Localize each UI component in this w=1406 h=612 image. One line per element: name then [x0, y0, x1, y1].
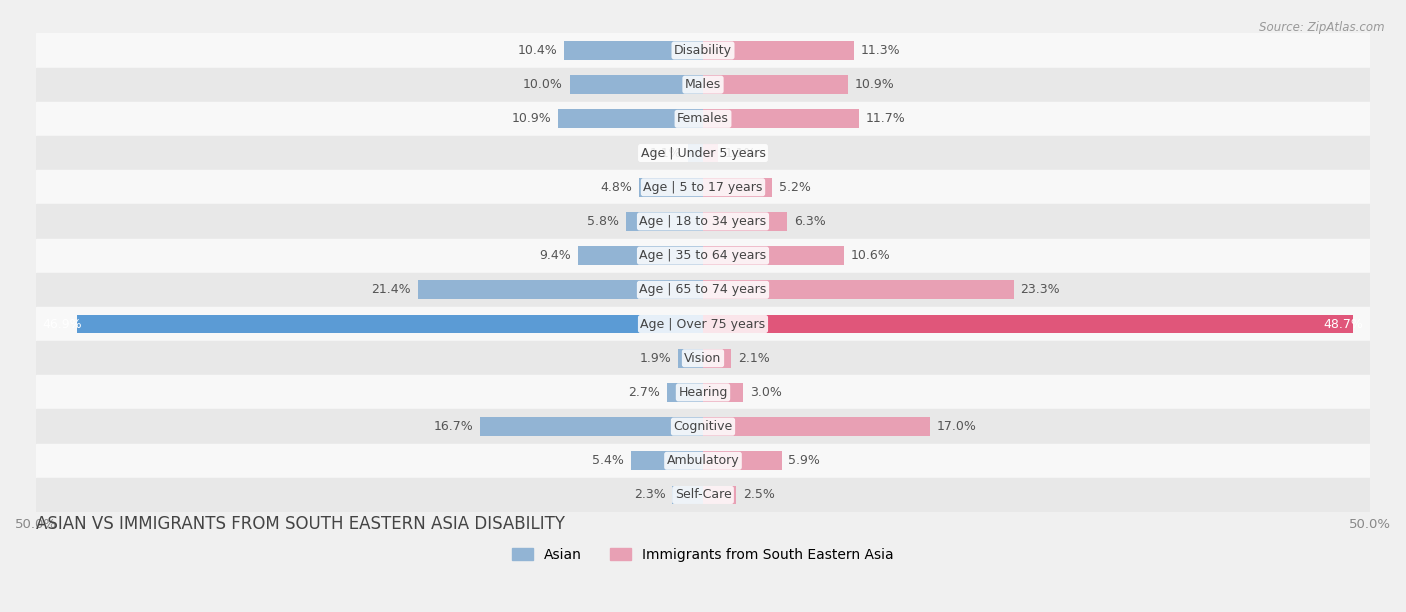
Bar — [703, 110, 859, 129]
Text: 4.8%: 4.8% — [600, 181, 633, 194]
Bar — [689, 144, 703, 162]
Text: 9.4%: 9.4% — [538, 249, 571, 262]
Text: 3.0%: 3.0% — [749, 386, 782, 399]
Text: 10.4%: 10.4% — [517, 44, 558, 57]
Bar — [37, 34, 1369, 67]
Text: 10.9%: 10.9% — [855, 78, 894, 91]
Text: Females: Females — [678, 113, 728, 125]
Text: 5.4%: 5.4% — [592, 454, 624, 468]
Text: ASIAN VS IMMIGRANTS FROM SOUTH EASTERN ASIA DISABILITY: ASIAN VS IMMIGRANTS FROM SOUTH EASTERN A… — [37, 515, 565, 532]
Bar — [578, 246, 703, 265]
Bar — [703, 383, 742, 402]
Bar — [77, 315, 703, 334]
Text: Cognitive: Cognitive — [673, 420, 733, 433]
Bar — [703, 349, 731, 368]
Legend: Asian, Immigrants from South Eastern Asia: Asian, Immigrants from South Eastern Asi… — [506, 542, 900, 567]
Text: 10.0%: 10.0% — [523, 78, 562, 91]
Text: 46.9%: 46.9% — [42, 318, 83, 330]
Text: Disability: Disability — [673, 44, 733, 57]
Text: 17.0%: 17.0% — [936, 420, 976, 433]
Text: 11.7%: 11.7% — [866, 113, 905, 125]
Bar — [703, 41, 853, 60]
Bar — [481, 417, 703, 436]
Text: 21.4%: 21.4% — [371, 283, 411, 296]
Text: 5.8%: 5.8% — [586, 215, 619, 228]
Bar — [666, 383, 703, 402]
Bar — [37, 307, 1369, 341]
Text: 10.9%: 10.9% — [512, 113, 551, 125]
Bar — [631, 452, 703, 470]
Bar — [558, 110, 703, 129]
Text: 1.9%: 1.9% — [640, 352, 671, 365]
Text: 1.1%: 1.1% — [724, 146, 756, 160]
Bar — [37, 444, 1369, 478]
Bar — [703, 75, 848, 94]
Text: 5.2%: 5.2% — [779, 181, 811, 194]
Text: Age | 65 to 74 years: Age | 65 to 74 years — [640, 283, 766, 296]
Text: 6.3%: 6.3% — [794, 215, 825, 228]
Text: 2.1%: 2.1% — [738, 352, 769, 365]
Bar — [672, 485, 703, 504]
Text: 2.5%: 2.5% — [742, 488, 775, 501]
Bar — [703, 315, 1353, 334]
Text: 10.6%: 10.6% — [851, 249, 891, 262]
Text: Self-Care: Self-Care — [675, 488, 731, 501]
Bar — [37, 341, 1369, 375]
Bar — [678, 349, 703, 368]
Bar — [564, 41, 703, 60]
Text: 23.3%: 23.3% — [1021, 283, 1060, 296]
Bar — [37, 375, 1369, 409]
Text: 48.7%: 48.7% — [1323, 318, 1364, 330]
Bar — [37, 409, 1369, 444]
Text: Hearing: Hearing — [678, 386, 728, 399]
Text: 5.9%: 5.9% — [789, 454, 820, 468]
Text: 11.3%: 11.3% — [860, 44, 900, 57]
Text: 2.7%: 2.7% — [628, 386, 661, 399]
Text: Age | 35 to 64 years: Age | 35 to 64 years — [640, 249, 766, 262]
Bar — [37, 204, 1369, 239]
Text: Source: ZipAtlas.com: Source: ZipAtlas.com — [1260, 21, 1385, 34]
Bar — [37, 478, 1369, 512]
Bar — [703, 485, 737, 504]
Text: Age | Over 75 years: Age | Over 75 years — [641, 318, 765, 330]
Bar — [37, 273, 1369, 307]
Text: Vision: Vision — [685, 352, 721, 365]
Bar — [37, 136, 1369, 170]
Text: Ambulatory: Ambulatory — [666, 454, 740, 468]
Text: Age | 5 to 17 years: Age | 5 to 17 years — [644, 181, 762, 194]
Bar — [703, 246, 845, 265]
Bar — [37, 239, 1369, 273]
Text: 1.1%: 1.1% — [650, 146, 682, 160]
Bar — [703, 280, 1014, 299]
Bar — [703, 212, 787, 231]
Bar — [418, 280, 703, 299]
Bar — [37, 170, 1369, 204]
Text: Age | 18 to 34 years: Age | 18 to 34 years — [640, 215, 766, 228]
Bar — [703, 178, 772, 196]
Bar — [37, 67, 1369, 102]
Bar — [703, 144, 717, 162]
Bar — [703, 417, 929, 436]
Bar — [703, 452, 782, 470]
Text: Males: Males — [685, 78, 721, 91]
Bar — [569, 75, 703, 94]
Text: 2.3%: 2.3% — [634, 488, 665, 501]
Text: Age | Under 5 years: Age | Under 5 years — [641, 146, 765, 160]
Text: 16.7%: 16.7% — [434, 420, 474, 433]
Bar — [626, 212, 703, 231]
Bar — [37, 102, 1369, 136]
Bar — [638, 178, 703, 196]
